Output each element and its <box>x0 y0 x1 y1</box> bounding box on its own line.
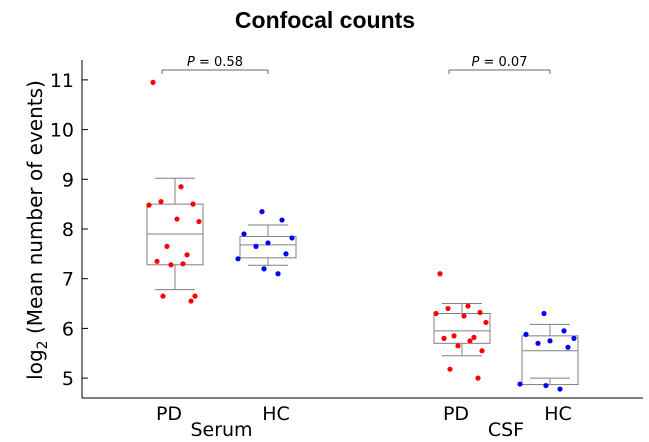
data-point <box>283 251 289 257</box>
data-point <box>445 305 451 312</box>
chart-title: Confocal counts <box>235 7 415 33</box>
x-tick-label-pd: PD <box>443 403 469 425</box>
data-point <box>571 335 577 341</box>
data-points <box>146 79 577 392</box>
x-tick-label-hc: HC <box>544 403 572 425</box>
data-point <box>265 240 271 246</box>
p-value-symbol: P <box>472 55 480 70</box>
data-point <box>180 261 186 267</box>
y-tick-label: 11 <box>50 70 74 92</box>
data-point <box>479 348 485 354</box>
data-point <box>289 235 295 241</box>
data-point <box>178 184 184 190</box>
data-point <box>561 328 567 334</box>
y-tick-label: 10 <box>50 120 74 142</box>
data-point <box>275 271 281 277</box>
data-point <box>437 271 443 277</box>
data-point <box>158 199 164 205</box>
data-point <box>441 335 447 341</box>
data-point <box>168 262 174 268</box>
significance-annotations: P = 0.58 P = 0.07 <box>161 55 551 74</box>
box-serum-hc <box>239 235 297 259</box>
x-tick-label-hc: HC <box>262 403 290 425</box>
data-point <box>475 375 481 381</box>
svg-text:log2 (Mean number of events): log2 (Mean number of events) <box>23 80 51 380</box>
data-point <box>190 201 196 207</box>
data-point <box>471 334 477 340</box>
data-point <box>465 303 471 309</box>
p-value-text: = 0.07 <box>479 55 527 70</box>
box-series <box>146 177 579 386</box>
x-tick-label-pd: PD <box>156 403 182 425</box>
y-tick-label: 6 <box>62 318 74 340</box>
data-point <box>259 209 265 215</box>
y-tick-label: 7 <box>62 269 74 291</box>
axes: 5 6 7 8 9 10 11 <box>50 60 643 399</box>
data-point <box>174 216 180 222</box>
group-label-serum: Serum <box>190 419 252 441</box>
data-point <box>557 386 563 392</box>
y-axis-label-subscript: 2 <box>35 340 51 349</box>
data-point <box>461 313 467 319</box>
y-tick-label: 5 <box>62 368 74 390</box>
data-point <box>547 338 553 344</box>
y-tick-label: 9 <box>62 169 74 191</box>
p-value-label: P = 0.58 <box>187 55 243 70</box>
data-point <box>235 256 241 262</box>
data-point <box>535 340 541 346</box>
data-point <box>146 202 152 208</box>
p-value-label: P = 0.07 <box>472 55 528 70</box>
data-point <box>565 344 571 350</box>
data-point <box>451 333 457 339</box>
box-csf-pd <box>433 313 491 344</box>
y-tick-label: 8 <box>62 219 74 241</box>
data-point <box>523 331 529 337</box>
data-point <box>433 310 439 317</box>
data-point <box>543 382 549 389</box>
y-axis-label: log2 (Mean number of events) <box>23 80 51 380</box>
data-point <box>261 266 267 272</box>
data-point <box>160 293 166 299</box>
data-point <box>447 366 453 372</box>
x-axis-labels: PD HC Serum PD HC CSF <box>156 403 572 441</box>
data-point <box>253 243 259 249</box>
y-axis-label-main: log <box>23 349 47 380</box>
data-point <box>455 343 461 349</box>
data-point <box>154 258 160 264</box>
data-point <box>477 309 483 316</box>
box-csf-hc <box>521 335 579 386</box>
data-point <box>188 298 194 304</box>
data-point <box>150 79 156 85</box>
data-point <box>241 231 247 237</box>
y-axis-label-rest: (Mean number of events) <box>23 80 47 340</box>
p-value-text: = 0.58 <box>195 55 243 70</box>
data-point <box>467 338 473 344</box>
group-label-csf: CSF <box>488 419 524 441</box>
data-point <box>517 381 523 387</box>
data-point <box>196 218 202 225</box>
data-point <box>483 319 489 326</box>
data-point <box>184 252 190 258</box>
data-point <box>279 217 285 223</box>
data-point <box>164 243 170 249</box>
data-point <box>541 310 547 317</box>
p-value-symbol: P <box>187 55 195 70</box>
data-point <box>192 293 198 299</box>
